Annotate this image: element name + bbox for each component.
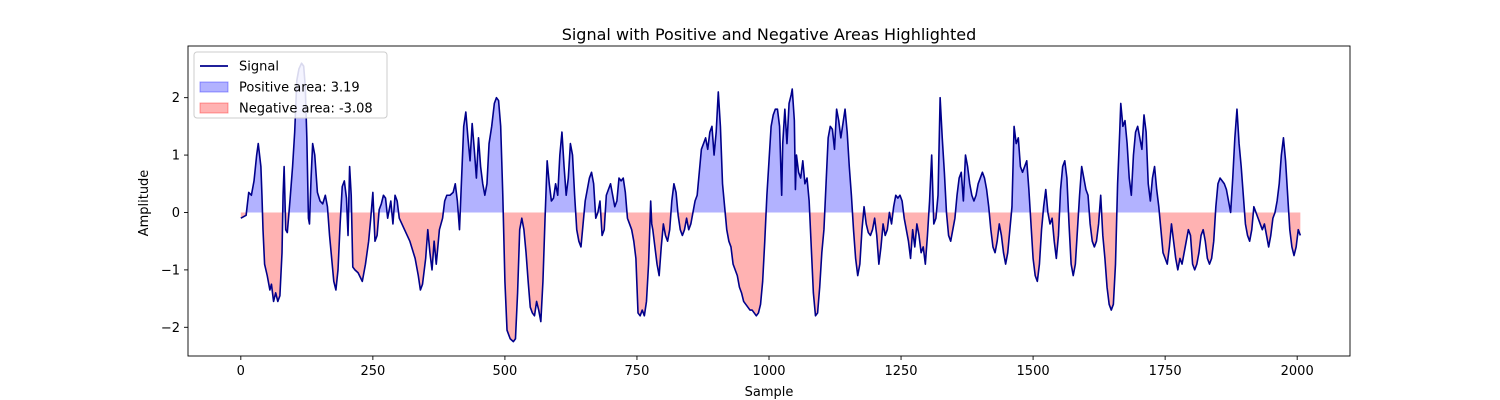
legend-patch-swatch xyxy=(199,81,229,93)
x-tick-label: 750 xyxy=(625,364,650,379)
x-tick-label: 1000 xyxy=(752,364,785,379)
signal-line xyxy=(240,62,1302,343)
x-tick-label: 0 xyxy=(237,364,245,379)
axes: 0 250 500 750 1000 1250 1500 1750 2000 −2 −1 0 1 2 xyxy=(161,45,1351,379)
legend: Signal Positive area: 3.19 Negative area: … xyxy=(193,51,388,119)
y-axis-label: Amplitude xyxy=(137,170,152,237)
y-tick-label: −2 xyxy=(161,321,180,336)
negative-area-fill xyxy=(240,212,1301,342)
x-tick-label: 250 xyxy=(360,364,385,379)
x-tick-label: 2000 xyxy=(1281,364,1314,379)
y-tick-label: 0 xyxy=(172,206,180,221)
x-tick-label: 1750 xyxy=(1149,364,1182,379)
x-tick-label: 1250 xyxy=(884,364,917,379)
legend-patch-swatch xyxy=(199,102,229,114)
plot-area xyxy=(240,62,1302,343)
legend-label: Positive area: 3.19 xyxy=(239,81,360,96)
x-axis-label: Sample xyxy=(745,385,794,400)
legend-label: Signal xyxy=(239,60,279,75)
legend-label: Negative area: -3.08 xyxy=(239,102,373,117)
legend-box xyxy=(193,51,388,119)
y-tick-label: 1 xyxy=(172,149,180,164)
y-tick-label: −1 xyxy=(161,263,180,278)
x-tick-label: 1500 xyxy=(1017,364,1050,379)
x-tick-label: 500 xyxy=(492,364,517,379)
chart-title: Signal with Positive and Negative Areas … xyxy=(562,25,977,44)
y-tick-label: 2 xyxy=(172,91,180,106)
